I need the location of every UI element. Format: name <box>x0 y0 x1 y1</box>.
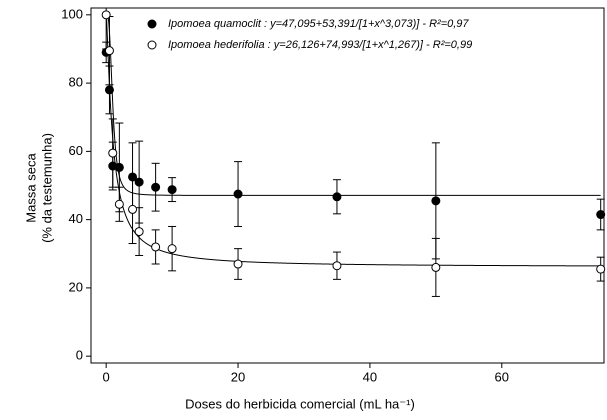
data-point <box>596 210 606 220</box>
y-tick-label: 100 <box>61 6 83 21</box>
data-point <box>167 244 177 254</box>
x-axis-label: Doses do herbicida comercial (mL ha⁻¹) <box>185 396 415 411</box>
data-point <box>114 199 124 209</box>
x-tick-label: 40 <box>363 369 377 384</box>
data-point <box>332 192 342 202</box>
data-point <box>108 148 118 158</box>
x-tick-label: 0 <box>103 369 110 384</box>
x-tick-label: 20 <box>231 369 245 384</box>
data-point <box>114 162 124 172</box>
data-point <box>151 242 161 252</box>
legend-marker <box>147 19 157 29</box>
legend-label: Ipomoea hederifolia : y=26,126+74,993/[1… <box>168 39 472 51</box>
y-tick-label: 20 <box>69 279 83 294</box>
y-tick-label: 80 <box>69 75 83 90</box>
data-point <box>332 261 342 271</box>
legend-marker <box>147 40 157 50</box>
data-point <box>233 259 243 269</box>
y-tick-label: 0 <box>76 348 83 363</box>
y-tick-label: 40 <box>69 211 83 226</box>
data-point <box>233 189 243 199</box>
data-point <box>151 182 161 192</box>
plot-frame <box>90 7 605 364</box>
data-point <box>104 46 114 56</box>
data-point <box>596 264 606 274</box>
data-point <box>431 196 441 206</box>
y-axis-label: (% da testemunha) <box>39 133 54 243</box>
x-tick-label: 60 <box>495 369 509 384</box>
data-point <box>134 227 144 237</box>
y-tick-label: 60 <box>69 143 83 158</box>
data-point <box>134 177 144 187</box>
y-axis-label: Massa seca <box>23 153 38 223</box>
data-point <box>101 10 111 20</box>
data-point <box>431 262 441 272</box>
data-point <box>128 204 138 214</box>
fit-curve <box>105 10 601 267</box>
data-point <box>167 185 177 195</box>
fit-curve <box>106 12 601 196</box>
legend-label: Ipomoea quamoclit : y=47,095+53,391/[1+x… <box>168 18 469 30</box>
